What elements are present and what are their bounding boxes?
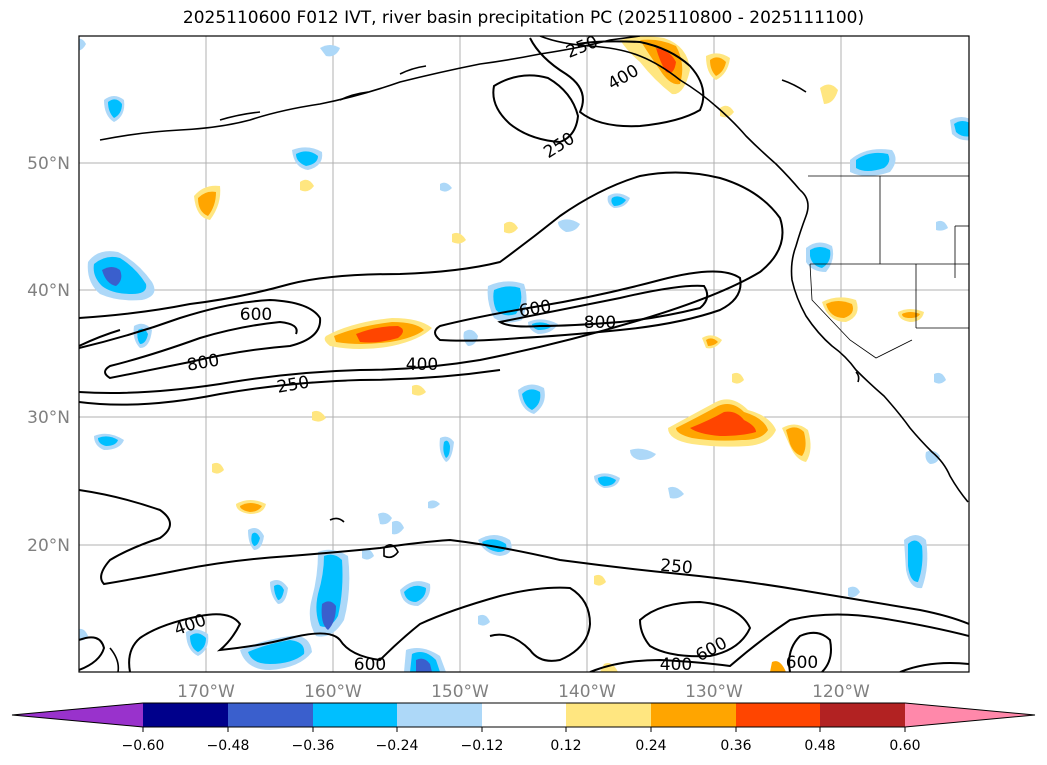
- colorbar-bin: [820, 703, 905, 727]
- lat-label: 50°N: [27, 154, 70, 174]
- lat-label: 20°N: [27, 536, 70, 556]
- lon-label: 130°W: [685, 682, 743, 702]
- colorbar-tick-label: 0.48: [804, 738, 835, 754]
- map-title: 2025110600 F012 IVT, river basin precipi…: [182, 8, 865, 28]
- colorbar-extend-min: [12, 703, 143, 727]
- lon-label: 170°W: [177, 682, 235, 702]
- colorbar-tick-label: −0.48: [207, 738, 250, 754]
- latitude-labels: 50°N 40°N 30°N 20°N: [27, 154, 70, 556]
- positive-precip-areas: [194, 36, 924, 672]
- ivt-contours: [79, 37, 969, 672]
- colorbar-tick-label: −0.12: [461, 738, 504, 754]
- political-borders: [808, 175, 969, 359]
- contour-label: 250: [659, 556, 693, 579]
- longitude-labels: 170°W 160°W 150°W 140°W 130°W 120°W: [177, 682, 870, 702]
- colorbar-tick-label: 0.12: [550, 738, 581, 754]
- colorbar-tick-label: −0.36: [292, 738, 335, 754]
- contour-label: 600: [240, 305, 272, 325]
- colorbar-extend-max: [905, 703, 1035, 727]
- colorbar-bin: [228, 703, 313, 727]
- colorbar-tick-label: −0.60: [122, 738, 165, 754]
- colorbar: −0.60 −0.48 −0.36 −0.24 −0.12 0.12 0.24 …: [11, 702, 1036, 754]
- lon-label: 150°W: [431, 682, 489, 702]
- colorbar-tick-label: 0.60: [889, 738, 920, 754]
- lat-label: 30°N: [27, 408, 70, 428]
- colorbar-bin: [651, 703, 736, 727]
- colorbar-bin: [482, 703, 566, 727]
- lon-label: 120°W: [812, 682, 870, 702]
- lon-label: 140°W: [558, 682, 616, 702]
- colorbar-bin: [397, 703, 482, 727]
- contour-label: 400: [660, 655, 692, 675]
- colorbar-tick-label: 0.24: [635, 738, 666, 754]
- contour-label: 600: [354, 655, 386, 675]
- map-frame: [78, 35, 970, 673]
- colorbar-bin: [143, 703, 228, 727]
- lon-label: 160°W: [304, 682, 362, 702]
- contour-label: 600: [786, 653, 818, 673]
- contour-label: 800: [584, 313, 616, 333]
- coastlines: [99, 36, 969, 672]
- colorbar-bin: [736, 703, 820, 727]
- colorbar-tick-label: −0.24: [376, 738, 419, 754]
- colorbar-bin: [313, 703, 397, 727]
- colorbar-bin: [566, 703, 651, 727]
- colorbar-tick-label: 0.36: [720, 738, 751, 754]
- contour-label: 400: [406, 355, 438, 375]
- lat-label: 40°N: [27, 281, 70, 301]
- gridlines: [79, 36, 969, 672]
- colorbar-ticks: [142, 727, 906, 732]
